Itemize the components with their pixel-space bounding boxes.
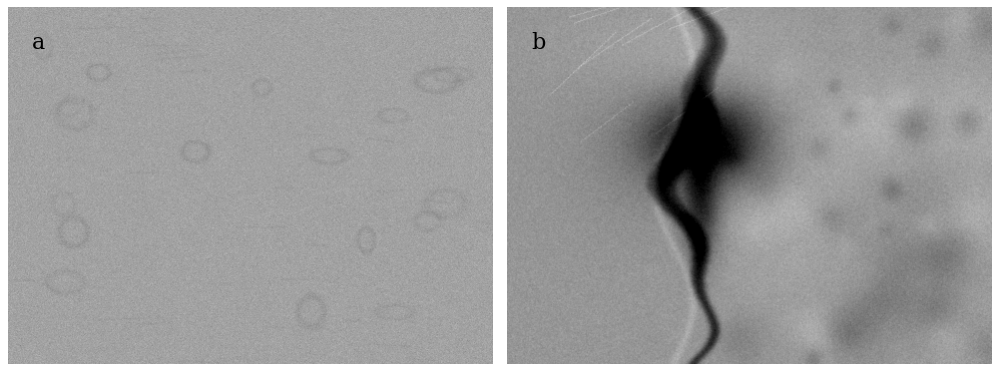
Text: b: b xyxy=(532,32,546,54)
Text: a: a xyxy=(32,32,45,54)
